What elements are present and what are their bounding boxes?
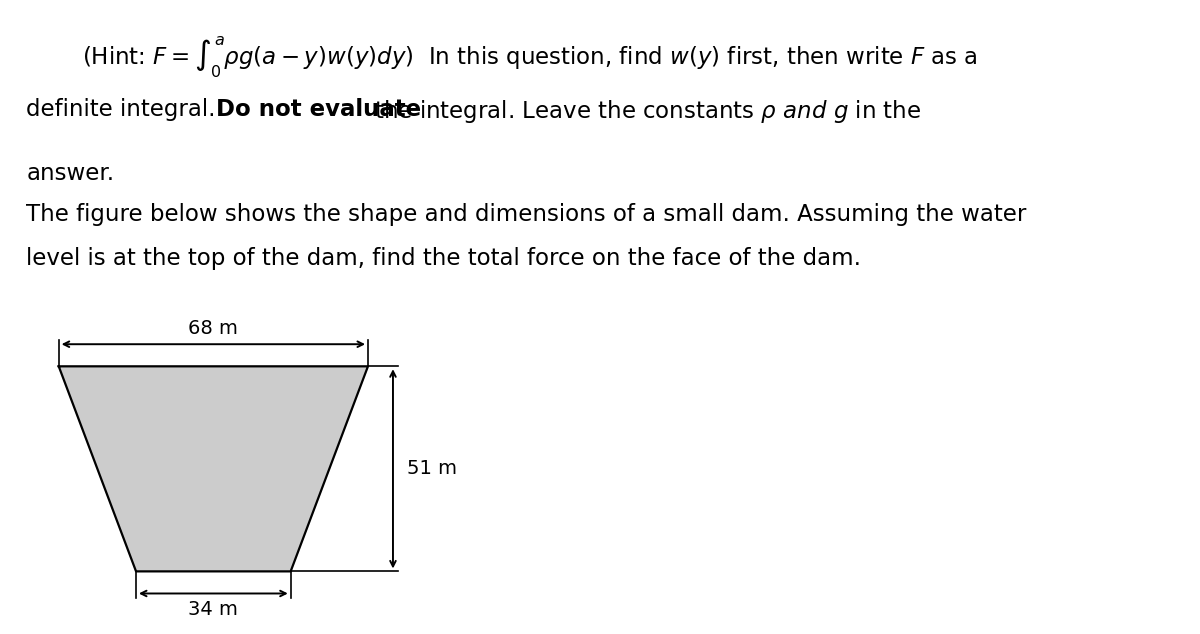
Text: the integral. Leave the constants $\rho$ $\mathit{and}$ $g$ in the: the integral. Leave the constants $\rho$…	[367, 98, 922, 126]
Text: 34 m: 34 m	[188, 600, 239, 619]
Text: 68 m: 68 m	[188, 319, 239, 338]
Text: The figure below shows the shape and dimensions of a small dam. Assuming the wat: The figure below shows the shape and dim…	[26, 203, 1027, 226]
Text: 51 m: 51 m	[407, 460, 457, 478]
Text: level is at the top of the dam, find the total force on the face of the dam.: level is at the top of the dam, find the…	[26, 247, 862, 270]
Text: Do not evaluate: Do not evaluate	[216, 98, 421, 121]
Text: definite integral.: definite integral.	[26, 98, 230, 121]
Text: answer.: answer.	[26, 162, 114, 184]
Text: (Hint: $F = \int_0^{a} \rho g(a - y)w(y)dy$)  In this question, find $w(y)$ firs: (Hint: $F = \int_0^{a} \rho g(a - y)w(y)…	[82, 35, 978, 80]
Polygon shape	[59, 366, 368, 571]
